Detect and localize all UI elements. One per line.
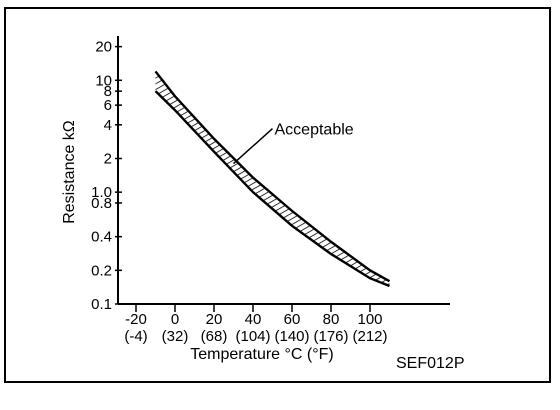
figure-frame (4, 7, 551, 383)
chart-axes (115, 36, 450, 312)
y-tick-label: 10 (95, 72, 112, 89)
x-tick-sublabel: (68) (201, 328, 228, 345)
y-tick-label: 0.8 (91, 195, 112, 212)
x-tick-sublabel: (32) (162, 328, 189, 345)
x-tick-sublabel: (-4) (124, 328, 147, 345)
x-tick-label: -20 (125, 311, 147, 328)
acceptable-leader-line (232, 128, 274, 165)
y-tick-label: 6 (104, 97, 112, 114)
y-tick-label: 0.1 (91, 296, 112, 313)
acceptable-band (155, 71, 390, 286)
x-tick-sublabel: (140) (274, 328, 309, 345)
x-tick-label: 100 (357, 311, 382, 328)
x-tick-label: 0 (171, 311, 179, 328)
x-tick-label: 80 (323, 311, 340, 328)
y-tick-label: 1.0 (91, 184, 112, 201)
x-tick-sublabel: (176) (313, 328, 348, 345)
y-axis-title: Resistance kΩ (61, 120, 78, 224)
x-tick-label: 20 (206, 311, 223, 328)
y-tick-label: 2 (104, 150, 112, 167)
x-tick-label: 40 (245, 311, 262, 328)
tick-labels: 201086421.00.80.40.20.1-20(-4)0(32)20(68… (91, 39, 387, 345)
y-tick-label: 20 (95, 39, 112, 56)
x-tick-sublabel: (104) (235, 328, 270, 345)
figure-id-label: SEF012P (396, 355, 464, 372)
annotation-layer: Acceptable (232, 122, 354, 165)
y-tick-label: 0.2 (91, 262, 112, 279)
acceptable-annotation: Acceptable (275, 122, 354, 139)
y-tick-label: 8 (104, 83, 112, 100)
lower-limit-line (154, 90, 390, 288)
y-tick-label: 0.4 (91, 229, 112, 246)
x-axis-title: Temperature °C (°F) (190, 346, 334, 363)
upper-limit-line (154, 70, 391, 283)
x-tick-sublabel: (212) (352, 328, 387, 345)
acceptable-band-layer (154, 70, 391, 288)
x-tick-label: 60 (284, 311, 301, 328)
y-tick-label: 4 (104, 117, 112, 134)
